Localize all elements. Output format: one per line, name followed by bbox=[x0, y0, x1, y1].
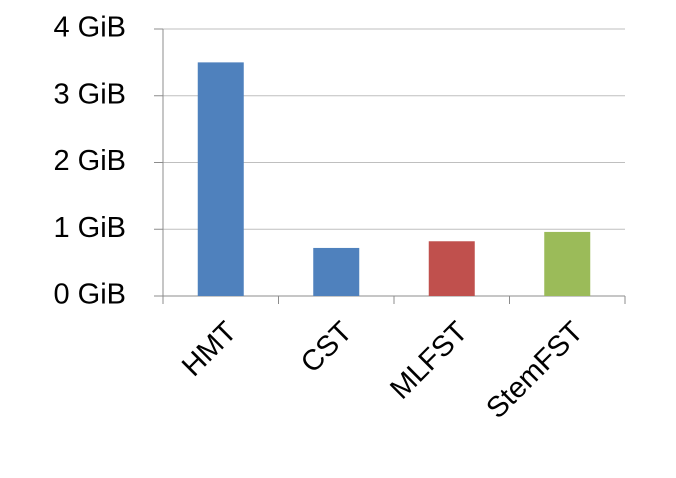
bar bbox=[544, 231, 591, 296]
bar bbox=[313, 247, 360, 296]
bar bbox=[428, 241, 475, 296]
x-tick-label: HMT bbox=[176, 316, 243, 383]
x-tick-label: MLFST bbox=[384, 316, 474, 406]
x-tick-label: CST bbox=[295, 316, 359, 380]
y-tick-label: 3 GiB bbox=[53, 78, 126, 110]
y-tick-label: 2 GiB bbox=[53, 145, 126, 177]
y-tick-label: 1 GiB bbox=[53, 212, 126, 244]
bar bbox=[197, 62, 244, 296]
y-tick-label: 4 GiB bbox=[53, 12, 126, 44]
x-tick-label: StemFST bbox=[480, 316, 589, 425]
y-tick-label: 0 GiB bbox=[53, 279, 126, 311]
